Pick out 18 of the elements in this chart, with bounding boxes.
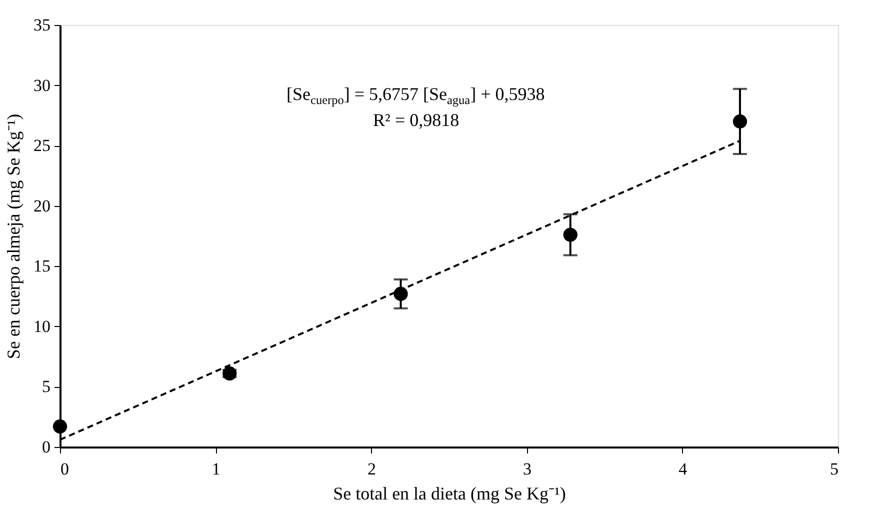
x-tick-label: 2 xyxy=(367,460,376,478)
y-tick-label: 0 xyxy=(42,438,50,456)
annotation: R² = 0,9818 xyxy=(373,110,460,130)
y-tick-label: 25 xyxy=(34,136,50,156)
x-tick-label: 4 xyxy=(678,460,688,478)
y-tick-label: 35 xyxy=(34,16,50,34)
x-axis-title: Se total en la dieta (mg Se Kg⁻¹) xyxy=(333,484,566,504)
y-tick-label: 10 xyxy=(34,316,50,336)
y-axis-title: Se en cuerpo almeja (mg Se Kg⁻¹) xyxy=(4,114,24,360)
x-tick-label: 0 xyxy=(60,460,69,478)
y-tick-label: 30 xyxy=(34,76,50,95)
x-tick-label: 3 xyxy=(523,460,532,478)
x-tick-label: 5 xyxy=(830,460,838,478)
x-tick-label: 1 xyxy=(212,460,220,478)
point xyxy=(52,419,68,434)
y-tick-label: 15 xyxy=(34,256,50,276)
y-tick-label: 5 xyxy=(42,377,50,396)
y-tick-label: 20 xyxy=(34,196,50,216)
